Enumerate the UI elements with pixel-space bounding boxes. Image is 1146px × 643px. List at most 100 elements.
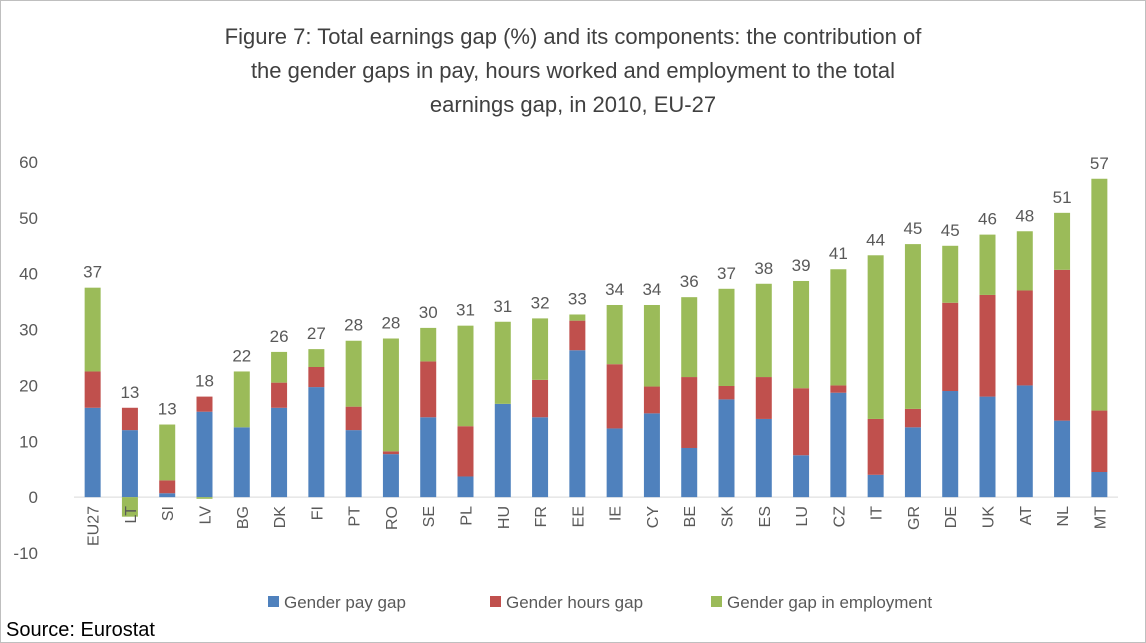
bar-segment	[457, 325, 474, 427]
bar-segment	[233, 427, 250, 498]
bar-segment	[532, 417, 549, 498]
y-tick-label: 20	[19, 376, 38, 395]
total-label: 28	[381, 314, 400, 333]
x-tick-label: PL	[459, 506, 476, 526]
bar-segment	[345, 340, 362, 407]
bar-segment	[755, 283, 772, 378]
total-label: 41	[829, 244, 848, 263]
x-tick-label: IT	[869, 506, 886, 520]
x-tick-label: EE	[570, 506, 587, 527]
total-label: 18	[195, 372, 214, 391]
bar-segment	[606, 364, 623, 429]
bar-segment	[532, 318, 549, 380]
x-tick-label: DE	[943, 506, 960, 528]
bar-segment	[308, 366, 325, 388]
bar-segment	[1091, 178, 1108, 411]
total-label: 30	[419, 303, 438, 322]
total-label: 28	[344, 316, 363, 335]
legend-label: Gender pay gap	[284, 593, 406, 612]
bar-segment	[1016, 231, 1033, 291]
source: Source: Eurostat	[6, 619, 155, 641]
total-label: 26	[270, 327, 289, 346]
bar-segment	[569, 320, 586, 351]
bar-segment	[830, 392, 847, 498]
bar-segment	[942, 245, 959, 303]
bar-segment	[308, 387, 325, 498]
bar-segment	[494, 321, 511, 404]
bar-segment	[718, 399, 735, 498]
total-label: 48	[1015, 206, 1034, 225]
bar-segment	[606, 304, 623, 365]
total-label: 27	[307, 324, 326, 343]
bar-segment	[718, 288, 735, 386]
bar-segment	[532, 379, 549, 418]
bar-segment	[681, 377, 698, 448]
y-tick-label: -10	[13, 544, 38, 563]
bar-segment	[867, 418, 884, 475]
bar-segment	[382, 338, 399, 452]
x-tick-label: CZ	[831, 506, 848, 528]
bar-segment	[308, 349, 325, 367]
x-tick-label: PT	[347, 506, 364, 527]
bar-segment	[904, 408, 921, 428]
bar-segment	[569, 314, 586, 321]
total-label: 45	[903, 219, 922, 238]
bar-segment	[84, 287, 101, 372]
total-label: 57	[1090, 154, 1109, 173]
bar-segment	[84, 371, 101, 408]
total-label: 34	[605, 280, 624, 299]
total-label: 31	[456, 301, 475, 320]
y-tick-label: 50	[19, 209, 38, 228]
x-tick-label: UK	[981, 506, 998, 529]
bar-segment	[904, 427, 921, 498]
total-label: 36	[680, 272, 699, 291]
x-tick-label: BG	[235, 506, 252, 529]
bar-segment	[196, 396, 213, 412]
bar-segment	[643, 413, 660, 498]
bar-segment	[382, 454, 399, 498]
x-tick-label: FR	[533, 506, 550, 527]
bar-segment	[233, 371, 250, 428]
bar-segment	[121, 497, 138, 517]
x-tick-label: EU27	[86, 506, 103, 546]
bar-segment	[979, 234, 996, 295]
bar-segment	[1016, 290, 1033, 386]
x-tick-label: NL	[1055, 506, 1072, 527]
bar-segment	[196, 497, 213, 499]
total-label: 13	[158, 400, 177, 419]
bar-segment	[643, 386, 660, 414]
bar-segment	[457, 426, 474, 477]
bar-segment	[979, 294, 996, 397]
x-tick-label: SE	[421, 506, 438, 527]
x-tick-label: GR	[906, 506, 923, 530]
bar-segment	[271, 351, 288, 383]
bar-segment	[606, 428, 623, 498]
x-tick-label: ES	[757, 506, 774, 527]
legend-swatch	[268, 596, 279, 607]
bar-segment	[904, 244, 921, 409]
x-tick-label: BE	[682, 506, 699, 527]
bar-segment	[1054, 212, 1071, 270]
bar-segment	[867, 255, 884, 419]
total-label: 38	[754, 259, 773, 278]
x-tick-label: SI	[160, 506, 177, 521]
chart-title: Figure 7: Total earnings gap (%) and its…	[225, 24, 923, 49]
bar-segment	[84, 407, 101, 498]
bar-segment	[830, 385, 847, 393]
legend-label: Gender gap in employment	[727, 593, 932, 612]
total-label: 32	[531, 293, 550, 312]
bar-segment	[979, 396, 996, 498]
bar-segment	[942, 302, 959, 392]
bar-segment	[382, 451, 399, 455]
x-tick-label: RO	[384, 506, 401, 530]
total-label: 46	[978, 210, 997, 229]
y-tick-label: 30	[19, 321, 38, 340]
bar-segment	[345, 406, 362, 431]
bar-segment	[1054, 420, 1071, 498]
x-tick-label: LV	[198, 506, 215, 525]
x-tick-label: MT	[1092, 506, 1109, 529]
total-label: 45	[941, 221, 960, 240]
x-tick-label: HU	[496, 506, 513, 529]
bar-segment	[196, 411, 213, 498]
bar-segment	[420, 327, 437, 362]
